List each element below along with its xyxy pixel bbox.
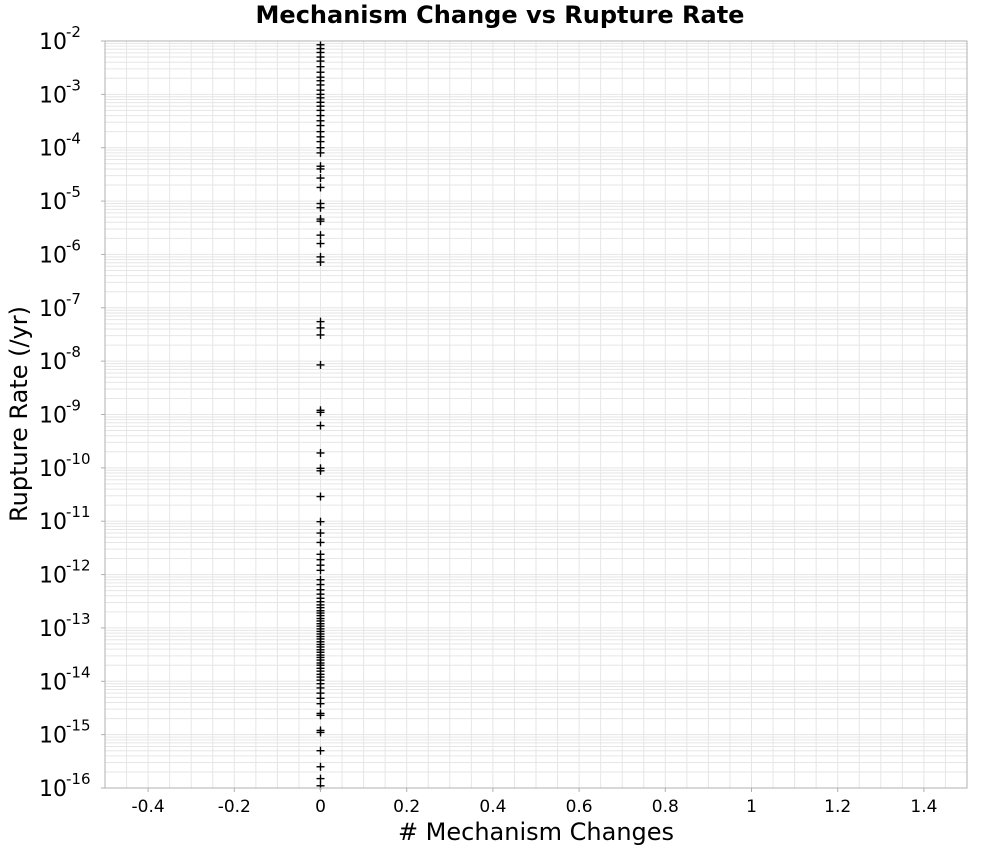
y-tick-base: 10 <box>39 350 67 375</box>
data-point <box>316 148 325 157</box>
y-tick-label: 10 -5 <box>39 183 81 215</box>
data-point <box>316 258 325 267</box>
x-tick-label: 1.2 <box>824 797 851 817</box>
chart-title: Mechanism Change vs Rupture Rate <box>256 1 745 29</box>
x-tick-label: -0.4 <box>132 797 165 817</box>
y-tick-base: 10 <box>39 83 67 108</box>
y-tick-exponent: -15 <box>66 717 91 735</box>
data-point <box>316 538 325 547</box>
y-tick-base: 10 <box>39 457 67 482</box>
y-tick-exponent: -10 <box>66 450 91 468</box>
y-tick-exponent: -9 <box>66 397 81 415</box>
x-axis-label: # Mechanism Changes <box>398 818 674 846</box>
y-tick-base: 10 <box>39 724 67 749</box>
y-tick-exponent: -8 <box>66 343 81 361</box>
y-tick-exponent: -2 <box>66 23 81 41</box>
y-axis-ticks: 10-210-310-410-510-610-710-810-910 -1010-… <box>39 23 105 802</box>
y-tick-base: 10 <box>39 137 67 162</box>
y-tick-label: 10 -8 <box>39 343 81 375</box>
data-point <box>316 183 325 192</box>
y-tick-base: 10 <box>39 564 67 589</box>
y-tick-exponent: -11 <box>66 503 91 521</box>
data-point <box>316 711 325 720</box>
y-tick-exponent: -12 <box>66 557 91 575</box>
data-point <box>316 466 325 475</box>
data-point <box>316 517 325 526</box>
y-axis-label: Rupture Rate (/yr) <box>5 306 33 522</box>
y-tick-exponent: -13 <box>66 610 91 628</box>
y-tick-base: 10 <box>39 243 67 268</box>
data-point <box>316 746 325 755</box>
x-tick-label: 0.6 <box>566 797 593 817</box>
y-tick-exponent: -16 <box>66 770 91 788</box>
y-tick-label: 10 -14 <box>39 663 91 695</box>
y-tick-exponent: -5 <box>66 183 81 201</box>
y-tick-base: 10 <box>39 297 67 322</box>
x-tick-label: 1.4 <box>910 797 937 817</box>
y-tick-label: 10 -6 <box>39 236 81 268</box>
data-point <box>316 330 325 339</box>
y-tick-base: 10 <box>39 30 67 55</box>
y-tick-label: 10 -9 <box>39 397 81 429</box>
data-point <box>316 492 325 501</box>
y-tick-exponent: -6 <box>66 236 81 254</box>
x-tick-label: 0.4 <box>479 797 506 817</box>
y-tick-base: 10 <box>39 777 67 802</box>
y-tick-base: 10 <box>39 404 67 429</box>
y-tick-base: 10 <box>39 510 67 535</box>
y-tick-label: 10 -13 <box>39 610 91 642</box>
data-point <box>316 421 325 430</box>
y-tick-base: 10 <box>39 670 67 695</box>
data-point <box>316 566 325 575</box>
x-tick-label: 0.2 <box>393 797 420 817</box>
data-point <box>316 408 325 417</box>
x-tick-label: 0.8 <box>652 797 679 817</box>
y-tick-label: 10 -10 <box>39 450 91 482</box>
y-tick-exponent: -4 <box>66 130 81 148</box>
data-point <box>316 762 325 771</box>
y-tick-exponent: -7 <box>66 290 81 308</box>
y-tick-label: 10 -4 <box>39 130 81 162</box>
y-tick-label: 10 -7 <box>39 290 81 322</box>
y-tick-base: 10 <box>39 617 67 642</box>
y-tick-label: 10 -12 <box>39 557 91 589</box>
data-point <box>316 774 325 783</box>
y-tick-label: 10 -2 <box>39 23 81 55</box>
y-tick-label: 10 -11 <box>39 503 91 535</box>
x-tick-label: 0 <box>315 797 326 817</box>
x-tick-label: 1 <box>746 797 757 817</box>
data-point <box>316 217 325 226</box>
data-point <box>316 360 325 369</box>
data-point <box>316 203 325 212</box>
data-point <box>316 448 325 457</box>
x-axis-ticks: -0.4 -0.2 0 0.2 0.4 0.6 0.8 1 1.2 1.4 <box>132 788 937 817</box>
data-point <box>316 529 325 538</box>
data-point <box>316 231 325 240</box>
data-point <box>316 728 325 737</box>
y-tick-label: 10 -15 <box>39 717 91 749</box>
y-tick-exponent: -14 <box>66 663 91 681</box>
data-point <box>316 239 325 248</box>
data-point <box>316 164 325 173</box>
data-point <box>316 174 325 183</box>
y-tick-label: 10 -16 <box>39 770 91 802</box>
x-tick-label: -0.2 <box>218 797 251 817</box>
y-tick-exponent: -3 <box>66 76 81 94</box>
y-tick-label: 10 -3 <box>39 76 81 108</box>
data-point <box>316 699 325 708</box>
data-point <box>316 323 325 332</box>
data-points <box>316 40 325 790</box>
y-tick-base: 10 <box>39 190 67 215</box>
grid-lines <box>104 41 968 789</box>
